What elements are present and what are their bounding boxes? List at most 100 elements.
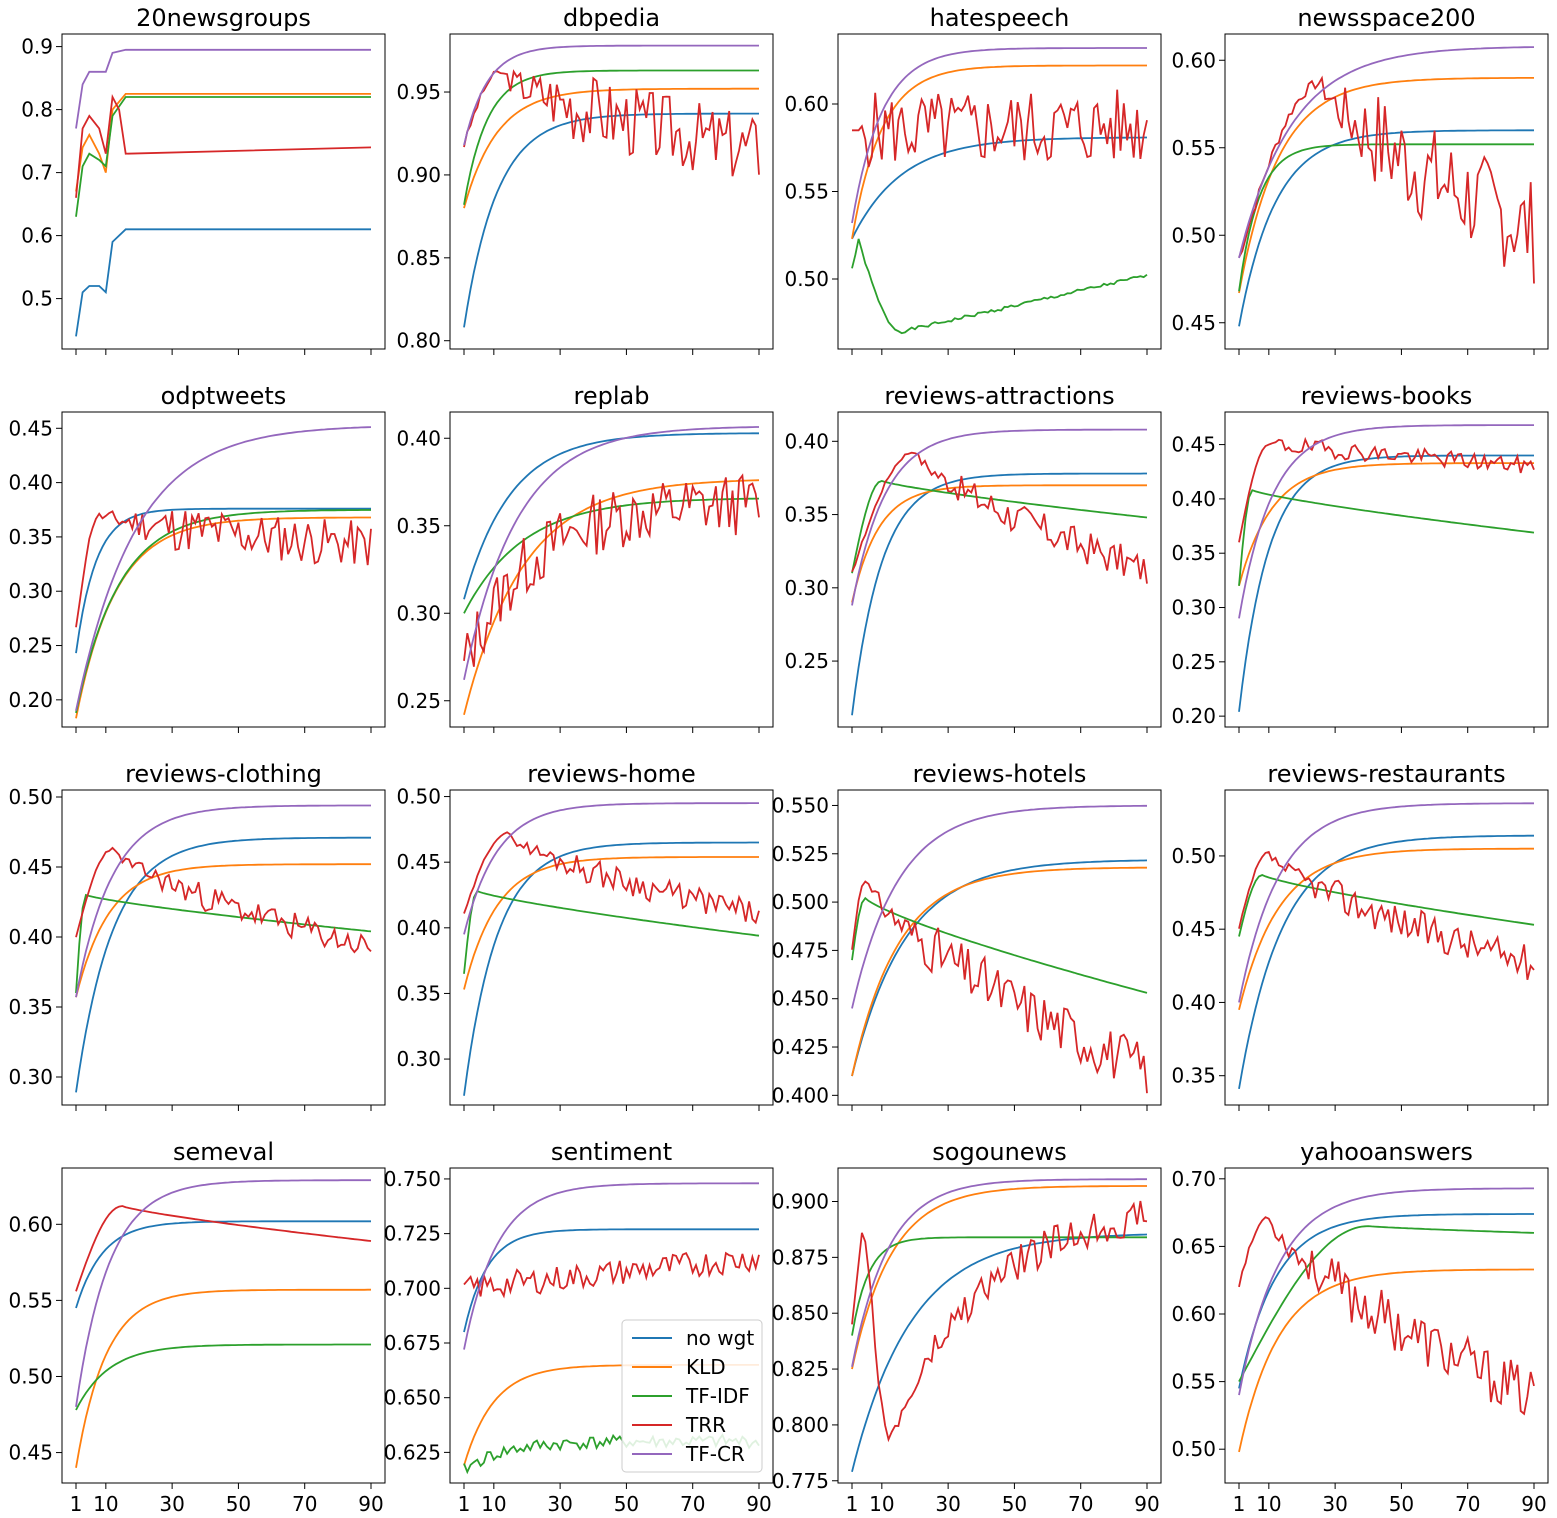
series-group xyxy=(851,47,1148,335)
x-tick-label: 50 xyxy=(614,1492,639,1516)
series-line-tf-cr xyxy=(851,804,1147,1009)
axes-frame xyxy=(61,33,386,350)
x-tick-label: 1 xyxy=(458,1492,471,1516)
y-tick-label: 0.25 xyxy=(396,689,441,713)
legend-label: TF-CR xyxy=(685,1442,745,1466)
y-tick-label: 0.875 xyxy=(772,1245,829,1269)
x-tick-label: 90 xyxy=(1134,1492,1159,1516)
series-line-tf-cr xyxy=(851,47,1147,224)
y-tick-label: 0.5 xyxy=(21,287,53,311)
series-line-tf-cr xyxy=(1238,424,1534,619)
y-tick-label: 0.20 xyxy=(8,688,53,712)
panel-title: dbpedia xyxy=(563,4,660,32)
y-tick-label: 0.40 xyxy=(396,916,441,940)
y-tick-label: 0.425 xyxy=(772,1035,829,1059)
series-line-kld xyxy=(851,1185,1147,1370)
legend-label: TF-IDF xyxy=(685,1384,750,1408)
x-tick-label: 10 xyxy=(1256,1492,1281,1516)
series-line-tf-idf xyxy=(75,96,371,217)
series-group xyxy=(851,804,1148,1094)
panel-title: replab xyxy=(574,382,650,410)
series-line-no-wgt xyxy=(75,228,371,337)
y-tick-label: 0.25 xyxy=(784,649,829,673)
series-group xyxy=(851,428,1148,716)
panel-reviews-restaurants: reviews-restaurants 0.35 0.40 0.45 0.50 xyxy=(1171,760,1549,1111)
series-line-trr xyxy=(75,846,372,954)
series-line-trr xyxy=(75,1205,372,1292)
series-line-no-wgt xyxy=(1238,1213,1534,1389)
y-tick-label: 0.850 xyxy=(772,1301,829,1325)
panel-reviews-clothing: reviews-clothing 0.30 0.35 0.40 0.45 0.50 xyxy=(8,760,386,1111)
y-tick-label: 0.55 xyxy=(1171,1370,1216,1394)
x-tick-label: 1 xyxy=(1233,1492,1246,1516)
panel-reviews-hotels: reviews-hotels 0.400 0.425 0.450 0.475 0.500 0… xyxy=(772,760,1162,1111)
y-tick-label: 0.45 xyxy=(1171,433,1216,457)
axes-frame xyxy=(837,411,1162,728)
series-line-no-wgt xyxy=(75,507,371,654)
series-line-tf-idf xyxy=(1238,489,1535,586)
y-tick-label: 0.725 xyxy=(384,1222,441,1246)
panel-sogounews: sogounews 0.775 0.800 0.825 0.850 0.875 0.900 1… xyxy=(772,1138,1162,1516)
panel-title: 20newsgroups xyxy=(136,4,311,32)
y-tick-label: 0.50 xyxy=(784,267,829,291)
series-line-tf-idf xyxy=(851,238,1148,335)
y-tick-label: 0.825 xyxy=(772,1357,829,1381)
series-line-kld xyxy=(1238,1268,1534,1453)
y-tick-label: 0.35 xyxy=(1171,1064,1216,1088)
panel-reviews-home: reviews-home 0.30 0.35 0.40 0.45 0.50 xyxy=(396,760,774,1111)
panel-title: reviews-books xyxy=(1301,382,1473,410)
y-tick-label: 0.45 xyxy=(8,416,53,440)
axes-frame xyxy=(61,1167,386,1484)
y-tick-label: 0.625 xyxy=(384,1440,441,1464)
y-tick-label: 0.800 xyxy=(772,1413,829,1437)
series-line-tf-idf xyxy=(463,69,759,205)
series-line-tf-cr xyxy=(75,426,372,711)
series-line-kld xyxy=(1238,462,1534,587)
series-group xyxy=(463,426,760,716)
panel-title: sentiment xyxy=(551,1138,672,1166)
axes-frame xyxy=(61,411,386,728)
y-tick-label: 0.35 xyxy=(784,503,829,527)
y-tick-label: 0.35 xyxy=(396,981,441,1005)
x-tick-label: 10 xyxy=(481,1492,506,1516)
y-tick-label: 0.60 xyxy=(1171,1302,1216,1326)
y-tick-label: 0.45 xyxy=(8,1441,53,1465)
series-line-trr xyxy=(851,451,1148,584)
x-tick-label: 50 xyxy=(226,1492,251,1516)
y-tick-label: 0.25 xyxy=(8,634,53,658)
series-line-no-wgt xyxy=(463,432,759,600)
panel-20newsgroups: 20newsgroups 0.5 0.6 0.7 0.8 0.9 xyxy=(21,4,386,355)
series-line-kld xyxy=(851,64,1147,239)
series-line-no-wgt xyxy=(75,1220,371,1309)
series-line-tf-cr xyxy=(463,1182,759,1350)
y-tick-label: 0.85 xyxy=(396,246,441,270)
panel-title: reviews-home xyxy=(527,760,696,788)
y-tick-label: 0.475 xyxy=(772,938,829,962)
series-line-trr xyxy=(463,473,760,667)
series-group xyxy=(75,1179,372,1468)
series-line-trr xyxy=(1238,1216,1535,1416)
x-tick-label: 50 xyxy=(1389,1492,1414,1516)
series-line-no-wgt xyxy=(851,472,1147,716)
series-line-trr xyxy=(1238,75,1535,284)
legend-label: no wgt xyxy=(686,1326,754,1350)
y-tick-label: 0.30 xyxy=(396,1047,441,1071)
y-tick-label: 0.50 xyxy=(8,1364,53,1388)
series-line-tf-idf xyxy=(463,889,760,974)
series-group xyxy=(75,48,372,337)
panel-semeval: semeval 0.45 0.50 0.55 0.60 1 10 30 50 70 90 xyxy=(8,1138,386,1516)
x-tick-label: 30 xyxy=(547,1492,572,1516)
y-tick-label: 0.50 xyxy=(8,785,53,809)
series-line-tf-cr xyxy=(1238,1187,1534,1396)
series-line-kld xyxy=(75,1288,371,1468)
x-tick-label: 70 xyxy=(680,1492,705,1516)
x-tick-label: 1 xyxy=(846,1492,859,1516)
panel-hatespeech: hatespeech 0.50 0.55 0.60 xyxy=(784,4,1162,355)
series-line-kld xyxy=(1238,847,1534,1011)
x-tick-label: 70 xyxy=(1455,1492,1480,1516)
series-line-tf-cr xyxy=(75,804,371,998)
panel-title: reviews-restaurants xyxy=(1267,760,1505,788)
y-tick-label: 0.55 xyxy=(8,1288,53,1312)
axes-frame xyxy=(449,789,774,1106)
